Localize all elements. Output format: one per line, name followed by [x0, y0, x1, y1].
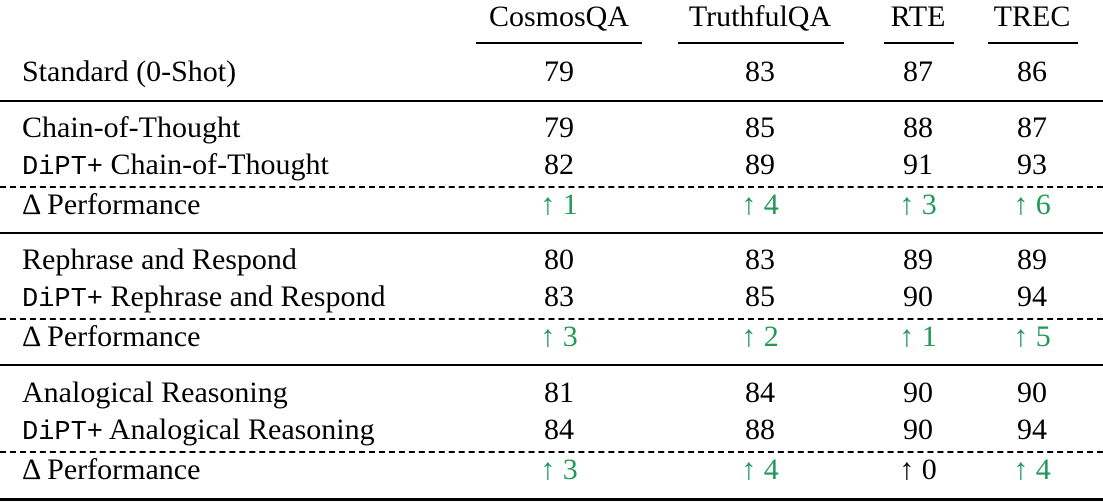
- cell-delta-trec: ↑ 4: [1013, 453, 1051, 486]
- section-rule: [0, 364, 1103, 366]
- dipt-label: Analogical Reasoning: [108, 413, 375, 446]
- cell-delta-rte: ↑ 0: [899, 453, 937, 486]
- col-header-truthfulqa: TruthfulQA: [688, 0, 832, 33]
- dashed-rule: [0, 451, 1103, 453]
- cell-dipt-trec: 94: [1017, 413, 1047, 446]
- cell-dipt-rte: 91: [903, 148, 933, 181]
- cell-dipt-rte: 90: [903, 413, 933, 446]
- cell-delta-cosmosqa: ↑ 3: [540, 453, 578, 486]
- row-label-dipt: DiPT+ Chain-of-Thought: [22, 148, 329, 185]
- col-header-rule: [884, 42, 954, 44]
- cell-dipt-cosmosqa: 82: [544, 148, 574, 181]
- dipt-prefix: DiPT+: [22, 418, 104, 448]
- bottom-rule: [0, 498, 1103, 501]
- col-header-rule: [988, 42, 1078, 44]
- section-rule: [0, 100, 1103, 102]
- row-label-method: Analogical Reasoning: [22, 376, 288, 409]
- row-label-dipt: DiPT+ Analogical Reasoning: [22, 413, 375, 450]
- cell-delta-rte: ↑ 3: [899, 188, 937, 221]
- col-header-rule: [678, 42, 844, 44]
- cell-delta-trec: ↑ 6: [1013, 188, 1051, 221]
- cell-method-truthfulqa: 85: [745, 111, 775, 144]
- cell-method-cosmosqa: 80: [544, 243, 574, 276]
- cell-dipt-cosmosqa: 84: [544, 413, 574, 446]
- row-label-delta: Δ Performance: [22, 320, 201, 353]
- cell-delta-truthfulqa: ↑ 4: [741, 453, 779, 486]
- cell-method-truthfulqa: 84: [745, 376, 775, 409]
- cell-dipt-rte: 90: [903, 280, 933, 313]
- cell-method-rte: 88: [903, 111, 933, 144]
- cell-method-truthfulqa: 83: [745, 243, 775, 276]
- cell-method-cosmosqa: 81: [544, 376, 574, 409]
- col-header-rte: RTE: [890, 0, 946, 33]
- cell-delta-trec: ↑ 5: [1013, 320, 1051, 353]
- cell-method-cosmosqa: 79: [544, 111, 574, 144]
- cell-method-trec: 90: [1017, 376, 1047, 409]
- cell-method-rte: 89: [903, 243, 933, 276]
- row-label-method: Chain-of-Thought: [22, 111, 241, 144]
- cell-delta-truthfulqa: ↑ 2: [741, 320, 779, 353]
- dipt-prefix: DiPT+: [22, 285, 104, 315]
- cell-method-trec: 87: [1017, 111, 1047, 144]
- col-header-rule: [476, 42, 642, 44]
- cell-baseline-rte: 87: [903, 55, 933, 88]
- dashed-rule: [0, 318, 1103, 320]
- cell-baseline-cosmosqa: 79: [544, 55, 574, 88]
- col-header-cosmosqa: CosmosQA: [488, 0, 630, 33]
- dashed-rule: [0, 186, 1103, 188]
- dipt-label: Rephrase and Respond: [110, 280, 386, 313]
- cell-dipt-trec: 93: [1017, 148, 1047, 181]
- cell-method-rte: 90: [903, 376, 933, 409]
- cell-dipt-truthfulqa: 89: [745, 148, 775, 181]
- cell-delta-cosmosqa: ↑ 1: [540, 188, 578, 221]
- row-label-delta: Δ Performance: [22, 188, 201, 221]
- cell-baseline-truthfulqa: 83: [745, 55, 775, 88]
- row-label-dipt: DiPT+ Rephrase and Respond: [22, 280, 385, 317]
- row-label-baseline: Standard (0-Shot): [22, 55, 237, 88]
- cell-baseline-trec: 86: [1017, 55, 1047, 88]
- cell-delta-rte: ↑ 1: [899, 320, 937, 353]
- dipt-prefix: DiPT+: [22, 153, 104, 183]
- cell-dipt-cosmosqa: 83: [544, 280, 574, 313]
- row-label-delta: Δ Performance: [22, 453, 201, 486]
- col-header-trec: TREC: [993, 0, 1071, 33]
- cell-method-trec: 89: [1017, 243, 1047, 276]
- cell-dipt-truthfulqa: 85: [745, 280, 775, 313]
- row-label-method: Rephrase and Respond: [22, 243, 297, 276]
- section-rule: [0, 232, 1103, 234]
- dipt-label: Chain-of-Thought: [110, 148, 329, 181]
- cell-delta-cosmosqa: ↑ 3: [540, 320, 578, 353]
- cell-dipt-trec: 94: [1017, 280, 1047, 313]
- cell-dipt-truthfulqa: 88: [745, 413, 775, 446]
- cell-delta-truthfulqa: ↑ 4: [741, 188, 779, 221]
